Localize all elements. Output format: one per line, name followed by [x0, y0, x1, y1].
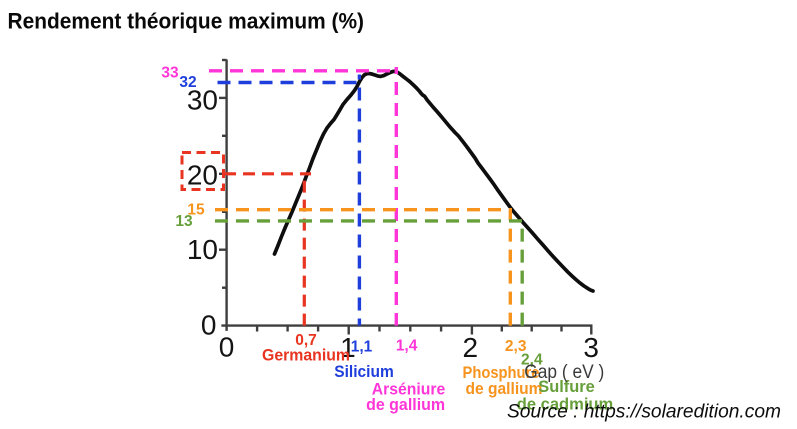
svg-text:2: 2	[463, 332, 479, 363]
svg-text:de gallium: de gallium	[366, 395, 445, 414]
svg-text:0: 0	[219, 332, 235, 363]
svg-text:Sulfure: Sulfure	[538, 377, 595, 396]
svg-text:20: 20	[187, 159, 218, 190]
svg-text:Phosphure: Phosphure	[463, 363, 540, 382]
svg-text:0,7: 0,7	[295, 332, 317, 349]
svg-text:0: 0	[201, 309, 217, 340]
svg-text:Source : https://solaredition.: Source : https://solaredition.com	[507, 401, 781, 423]
svg-text:33: 33	[161, 65, 179, 82]
svg-text:1,4: 1,4	[396, 338, 418, 355]
svg-text:2,3: 2,3	[505, 338, 527, 355]
svg-text:Rendement théorique maximum (%: Rendement théorique maximum (%)	[8, 9, 365, 34]
svg-text:1: 1	[340, 332, 356, 363]
svg-text:de gallium: de gallium	[466, 379, 543, 398]
svg-text:Gap ( eV ): Gap ( eV )	[524, 362, 604, 383]
svg-text:13: 13	[175, 213, 193, 230]
svg-text:15: 15	[187, 201, 205, 218]
svg-text:3: 3	[583, 332, 599, 363]
svg-text:1,1: 1,1	[351, 339, 373, 356]
svg-text:32: 32	[179, 74, 196, 91]
svg-text:30: 30	[187, 84, 218, 115]
svg-text:10: 10	[187, 234, 218, 265]
svg-text:Silicium: Silicium	[334, 362, 394, 381]
svg-text:2,4: 2,4	[521, 352, 543, 369]
svg-text:Germanium: Germanium	[262, 346, 350, 365]
svg-text:Arséniure: Arséniure	[372, 380, 446, 399]
svg-text:de cadmium: de cadmium	[517, 395, 614, 414]
